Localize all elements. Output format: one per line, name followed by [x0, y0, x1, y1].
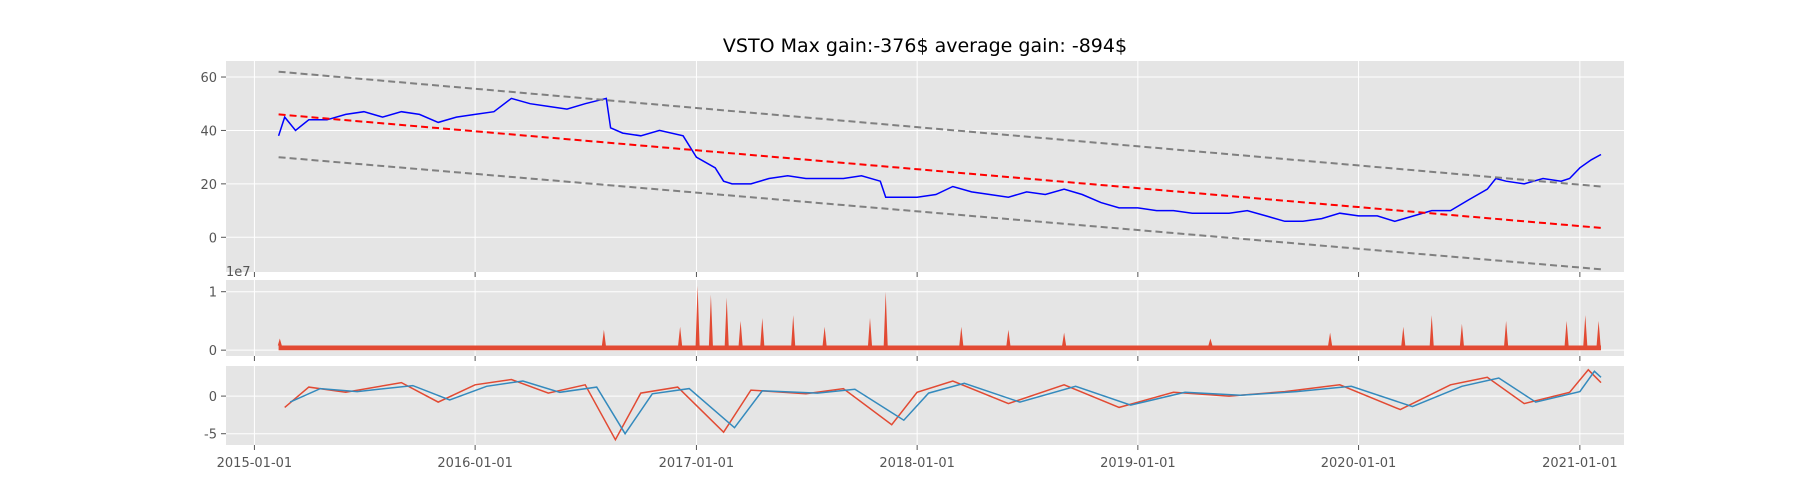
channel-line: [278, 70, 1602, 188]
volume-offset-label: 1e7: [226, 265, 251, 280]
oscillator-y-tick-labels: 0 -5: [204, 390, 226, 443]
price-plot-area: [226, 61, 1624, 272]
price-y-tick-labels: 0 20 40 60: [200, 71, 226, 246]
x-tick-label: 2016-01-01: [437, 456, 513, 471]
x-tick-label: 2015-01-01: [217, 456, 293, 471]
macd-line: [284, 368, 1602, 442]
x-tick-labels: 2015-01-01 2016-01-01 2017-01-01 2018-01-01…: [217, 445, 1618, 471]
price-x-ticks: [253, 272, 1581, 277]
volume-panel: 01 1e7: [209, 265, 1624, 361]
signal-line: [289, 370, 1602, 436]
y-tick-label: 40: [200, 124, 217, 139]
volume-x-ticks: [253, 356, 1581, 361]
y-tick-label: -5: [204, 428, 217, 443]
oscillator-series: [284, 368, 1602, 442]
y-tick-label: 60: [200, 71, 217, 86]
price-series: [277, 70, 1602, 271]
y-tick-label: 20: [200, 178, 217, 193]
y-tick-label: 1: [209, 286, 217, 301]
x-tick-label: 2018-01-01: [879, 456, 955, 471]
x-tick-label: 2019-01-01: [1100, 456, 1176, 471]
channel-line: [278, 156, 1602, 271]
x-tick-label: 2017-01-01: [659, 456, 735, 471]
chart-title: VSTO Max gain:-376$ average gain: -894$: [723, 35, 1127, 57]
y-tick-label: 0: [209, 231, 217, 246]
volume-y-tick-labels: 01: [209, 286, 226, 359]
x-tick-label: 2021-01-01: [1542, 456, 1618, 471]
x-tick-label: 2020-01-01: [1321, 456, 1397, 471]
volume-plot-area: [226, 280, 1624, 356]
oscillator-panel: 0 -5 2015-01-01 2016-01-01 2017-01-01 2018-0…: [204, 366, 1624, 471]
y-tick-label: 0: [209, 390, 217, 405]
trend-line: [278, 113, 1602, 229]
y-tick-label: 0: [209, 344, 217, 359]
price-line: [277, 97, 1602, 223]
price-panel: 0 20 40 60: [200, 61, 1624, 277]
